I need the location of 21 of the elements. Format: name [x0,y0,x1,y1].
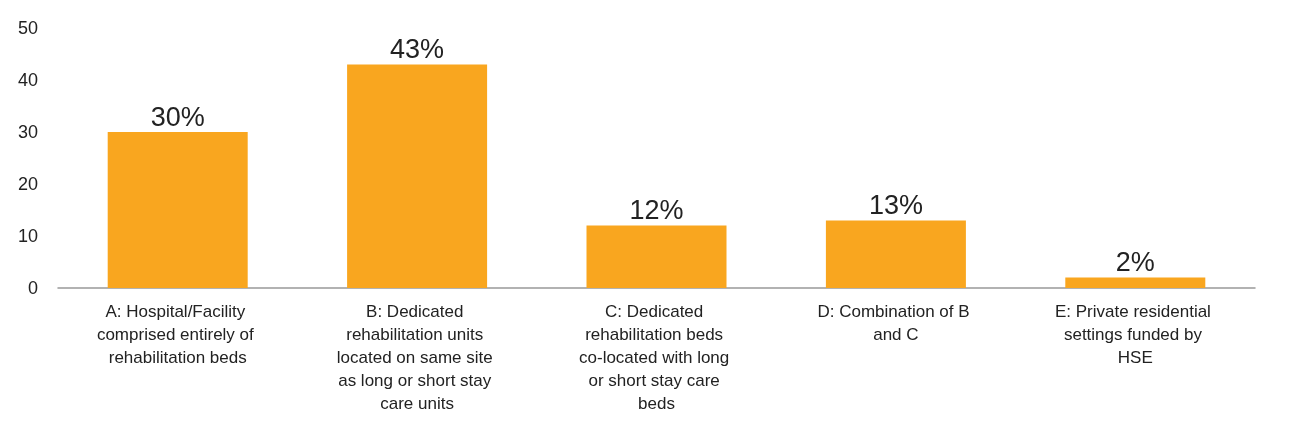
y-tick-label: 0 [27,278,38,298]
bar [586,225,727,288]
data-label: 43% [390,33,445,64]
y-tick-label: 10 [17,226,38,246]
x-tick-label: C: Dedicated rehabilitation beds co-located with long or short stay care beds [579,302,734,413]
x-tick-label: D: Combination of B and C [817,302,975,344]
data-label: 12% [629,195,684,226]
x-tick-label: A: Hospital/Facility comprised entirely of rehabilitation beds [96,302,259,367]
bar [825,220,966,288]
y-tick-label: 40 [17,70,38,90]
bar [347,64,488,288]
x-tick-label: B: Dedicated rehabilitation units located on same site as long or short stay care units [336,302,498,413]
bar [1065,277,1206,288]
data-label: 2% [1115,247,1155,278]
bar [107,132,248,288]
data-label: 13% [868,189,923,220]
y-tick-label: 20 [17,174,38,194]
data-label: 30% [150,101,205,132]
y-tick-label: 30 [17,122,38,142]
x-tick-label: E: Private residential settings funded by HSE [1054,302,1216,367]
y-tick-label: 50 [17,18,38,38]
